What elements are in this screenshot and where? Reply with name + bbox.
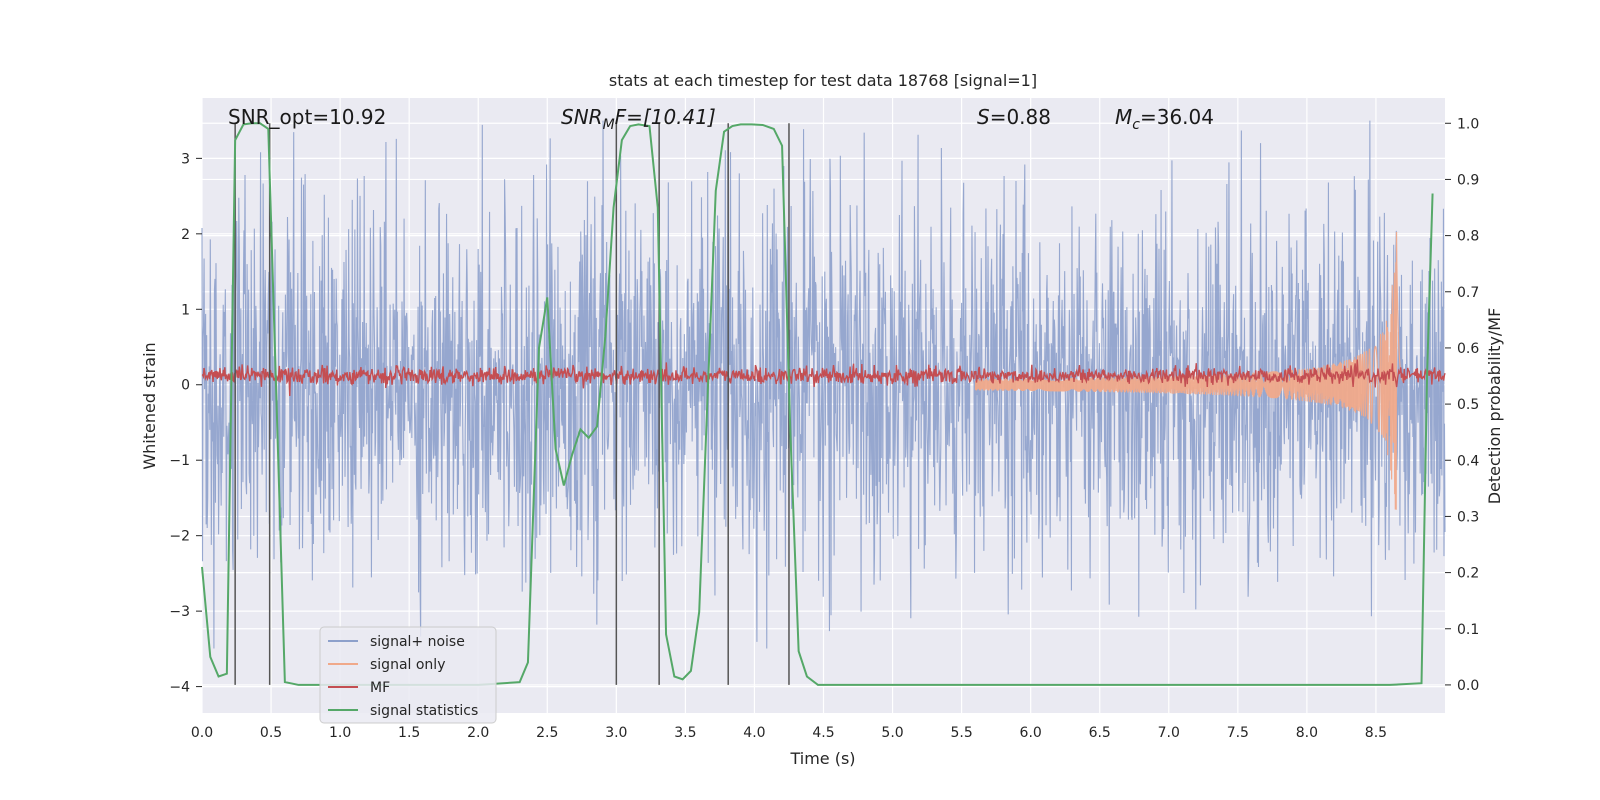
vertical-markers — [234, 123, 790, 685]
x-tick-label: 4.5 — [812, 725, 834, 741]
y-right-tick-label: 0.4 — [1457, 453, 1479, 469]
annotation-mc-prefix: M — [1115, 105, 1132, 129]
y-right-tick-label: 0.8 — [1457, 229, 1479, 245]
y-left-tick-label: −3 — [169, 604, 190, 620]
x-tick-label: 6.0 — [1020, 725, 1042, 741]
y-right-tick-label: 1.0 — [1457, 116, 1479, 132]
chart-title: stats at each timestep for test data 187… — [609, 71, 1037, 90]
y-right-tick-label: 0.2 — [1457, 566, 1479, 582]
legend: signal+ noise signal only MF signal statist… — [319, 626, 497, 724]
legend-label: signal statistics — [370, 703, 478, 719]
annotation-snr-opt: SNR_opt=10.92 — [228, 105, 386, 129]
y-right-tick-label: 0.1 — [1457, 622, 1479, 638]
annotation-s: S=0.88 — [977, 105, 1051, 129]
x-tick-label: 3.0 — [605, 725, 627, 741]
legend-label: MF — [370, 680, 390, 696]
x-tick-label: 3.5 — [674, 725, 696, 741]
annotation-snr-mf: SNRMF=[10.41] — [561, 105, 716, 133]
annotation-s-suffix: =0.88 — [990, 105, 1051, 129]
annotation-mc-sub: c — [1132, 117, 1140, 133]
annotation-snr-mf-suffix: F=[10.41] — [615, 105, 716, 129]
y-left-tick-label: 1 — [181, 302, 190, 318]
y-left-tick-label: −2 — [169, 529, 190, 545]
legend-box — [319, 626, 497, 724]
y-right-tick-label: 0.0 — [1457, 678, 1479, 694]
x-tick-label: 0.0 — [191, 725, 213, 741]
annotation-mc-suffix: =36.04 — [1140, 105, 1214, 129]
annotation-snr-mf-prefix: SNR — [561, 105, 603, 129]
x-tick-label: 5.5 — [950, 725, 972, 741]
annotation-mc: Mc=36.04 — [1115, 105, 1214, 133]
x-tick-label: 7.0 — [1158, 725, 1180, 741]
line-mf — [201, 359, 1446, 396]
annotation-s-prefix: S — [977, 105, 990, 129]
legend-label: signal+ noise — [370, 634, 465, 650]
x-tick-label: 0.5 — [260, 725, 282, 741]
y-right-tick-label: 0.6 — [1457, 341, 1479, 357]
series-signal-statistics — [201, 122, 1434, 686]
axis-ticks: 0.0 0.5 1.0 1.5 2.0 2.5 3.0 3.5 4.0 4.5 5.0 5.5 6.0 6… — [169, 116, 1479, 741]
line-signal-only — [974, 231, 1405, 510]
y-axis-label-left: Whitened strain — [140, 342, 159, 469]
y-right-tick-label: 0.7 — [1457, 285, 1479, 301]
x-tick-label: 6.5 — [1089, 725, 1111, 741]
y-axis-label-right: Detection probability/MF — [1485, 308, 1504, 505]
x-tick-label: 2.0 — [467, 725, 489, 741]
x-tick-label: 8.5 — [1365, 725, 1387, 741]
x-tick-label: 5.0 — [881, 725, 903, 741]
x-tick-label: 7.5 — [1227, 725, 1249, 741]
y-right-tick-label: 0.9 — [1457, 172, 1479, 188]
y-right-tick-label: 0.3 — [1457, 509, 1479, 525]
series-signal-only — [974, 231, 1405, 510]
y-left-tick-label: 0 — [181, 378, 190, 394]
y-left-tick-label: −1 — [169, 453, 190, 469]
y-left-tick-label: 3 — [181, 151, 190, 167]
series-signal-plus-noise — [201, 120, 1446, 649]
x-tick-label: 2.5 — [536, 725, 558, 741]
x-axis-label: Time (s) — [789, 749, 855, 768]
y-left-tick-label: 2 — [181, 227, 190, 243]
legend-label: signal only — [370, 657, 445, 673]
y-right-tick-label: 0.5 — [1457, 397, 1479, 413]
y-left-tick-label: −4 — [169, 680, 190, 696]
x-tick-label: 1.0 — [329, 725, 351, 741]
line-signal-statistics — [201, 122, 1434, 686]
annotation-snr-mf-sub: M — [603, 117, 615, 133]
x-tick-label: 1.5 — [398, 725, 420, 741]
line-signal-plus-noise — [201, 120, 1446, 649]
x-tick-label: 8.0 — [1296, 725, 1318, 741]
series-mf — [201, 359, 1446, 396]
x-tick-label: 4.0 — [743, 725, 765, 741]
